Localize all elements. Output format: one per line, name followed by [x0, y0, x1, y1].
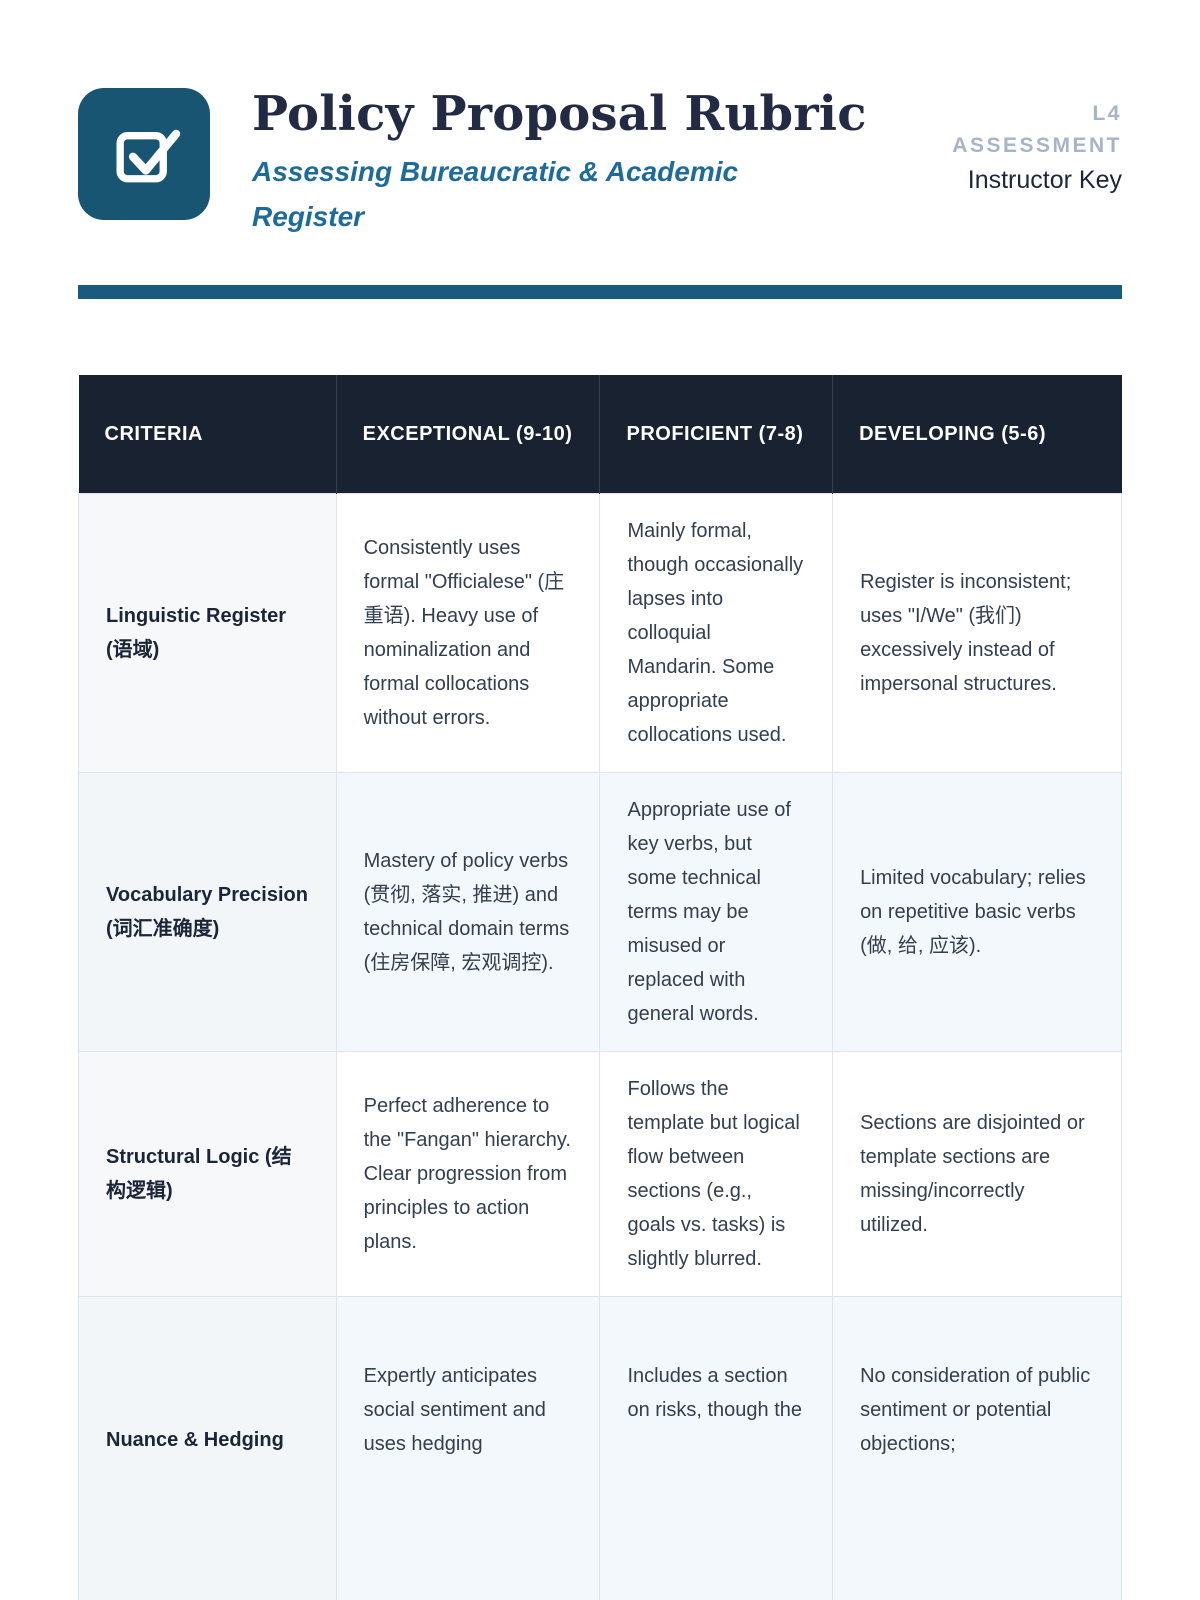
developing-cell: No consideration of public sentiment or …: [832, 1295, 1122, 1600]
header-titles: Policy Proposal Rubric Assessing Bureauc…: [252, 86, 925, 239]
developing-cell: Limited vocabulary; relies on repetitive…: [832, 771, 1122, 1052]
header-meta: L4 ASSESSMENT Instructor Key: [937, 88, 1122, 195]
column-header-proficient: PROFICIENT (7-8): [599, 375, 833, 494]
developing-cell: Register is inconsistent; uses "I/We" (我…: [832, 492, 1122, 773]
accent-divider: [78, 285, 1122, 300]
criteria-cell: Nuance & Hedging: [78, 1295, 337, 1600]
proficient-cell: Includes a section on risks, though the: [599, 1295, 834, 1600]
page-header: Policy Proposal Rubric Assessing Bureauc…: [78, 0, 1122, 239]
proficient-cell: Follows the template but logical flow be…: [599, 1050, 834, 1297]
checkbox-check-glyph: [116, 129, 181, 183]
table-row-linguistic-register: Linguistic Register (语域) Consistently us…: [78, 492, 1122, 773]
column-header-criteria: CRITERIA: [78, 375, 337, 494]
exceptional-cell: Perfect adherence to the "Fangan" hierar…: [335, 1050, 601, 1297]
criteria-cell: Linguistic Register (语域): [78, 492, 337, 773]
rubric-table: CRITERIA EXCEPTIONAL (9-10) PROFICIENT (…: [78, 375, 1122, 1600]
instructor-key-label: Instructor Key: [967, 166, 1122, 194]
column-header-exceptional: EXCEPTIONAL (9-10): [335, 375, 600, 494]
exceptional-cell: Expertly anticipates social sentiment an…: [335, 1295, 601, 1600]
page-title: Policy Proposal Rubric: [252, 86, 867, 142]
assessment-level-badge: L4 ASSESSMENT: [952, 102, 1122, 157]
table-row-structural-logic: Structural Logic (结构逻辑) Perfect adherenc…: [78, 1050, 1122, 1297]
developing-cell: Sections are disjointed or template sect…: [832, 1050, 1122, 1297]
page-subtitle: Assessing Bureaucratic & Academic Regist…: [252, 155, 739, 232]
proficient-cell: Appropriate use of key verbs, but some t…: [599, 771, 834, 1052]
exceptional-cell: Consistently uses formal "Officialese" (…: [335, 492, 601, 773]
table-header-row: CRITERIA EXCEPTIONAL (9-10) PROFICIENT (…: [78, 375, 1122, 494]
exceptional-cell: Mastery of policy verbs (贯彻, 落实, 推进) and…: [335, 771, 601, 1052]
table-row-nuance-hedging: Nuance & Hedging Expertly anticipates so…: [78, 1295, 1122, 1600]
checkbox-check-icon: [78, 88, 210, 220]
criteria-cell: Structural Logic (结构逻辑): [78, 1050, 337, 1297]
column-header-developing: DEVELOPING (5-6): [832, 375, 1122, 494]
proficient-cell: Mainly formal, though occasionally lapse…: [599, 492, 834, 773]
table-row-vocabulary-precision: Vocabulary Precision (词汇准确度) Mastery of …: [78, 771, 1122, 1052]
criteria-cell: Vocabulary Precision (词汇准确度): [78, 771, 337, 1052]
